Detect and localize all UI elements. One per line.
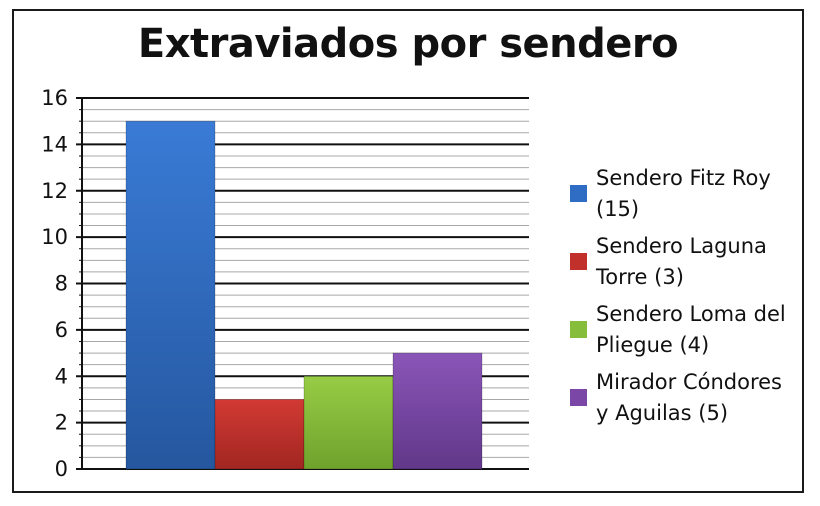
y-tick-label: 16 [41, 86, 68, 110]
bar-4 [392, 352, 483, 470]
bars [125, 120, 483, 470]
y-tick-label: 14 [41, 132, 68, 156]
bar-3 [303, 375, 394, 470]
chart-title: Extraviados por sendero [137, 21, 679, 67]
chart-frame: Extraviados por sendero 0 2 4 6 8 10 12 14 16 Se… [12, 9, 804, 493]
legend-item: Sendero Fitz Roy (15) [570, 163, 810, 225]
y-tick-label: 10 [41, 225, 68, 249]
legend-label: y Aguilas (5) [596, 401, 729, 425]
legend-label: Sendero Fitz Roy [596, 166, 771, 190]
legend-label: Sendero Loma del [596, 302, 786, 326]
legend-swatch [570, 185, 587, 202]
legend-label: Mirador Cóndores [596, 370, 782, 394]
legend-swatch [570, 389, 587, 406]
legend-label: Sendero Laguna [596, 234, 767, 258]
legend-label: (15) [596, 197, 640, 221]
y-tick-label: 8 [55, 272, 68, 296]
y-tick-label: 12 [41, 179, 68, 203]
legend-swatch [570, 321, 587, 338]
legend-label: Pliegue (4) [596, 333, 710, 357]
legend: Sendero Fitz Roy (15) Sendero Laguna Torre … [570, 163, 810, 435]
y-tick-label: 2 [55, 411, 68, 435]
legend-item: Mirador Cóndores y Aguilas (5) [570, 367, 810, 429]
plot-area: 0 2 4 6 8 10 12 14 16 [41, 86, 529, 481]
y-tick-label: 6 [55, 318, 68, 342]
bar-1 [125, 120, 216, 470]
y-tick-label: 0 [55, 457, 68, 481]
legend-label: Torre (3) [596, 265, 684, 289]
legend-item: Sendero Loma del Pliegue (4) [570, 299, 810, 361]
legend-swatch [570, 253, 587, 270]
legend-item: Sendero Laguna Torre (3) [570, 231, 810, 293]
y-axis: 0 2 4 6 8 10 12 14 16 [41, 86, 83, 481]
bar-2 [214, 399, 305, 470]
y-tick-label: 4 [55, 364, 68, 388]
